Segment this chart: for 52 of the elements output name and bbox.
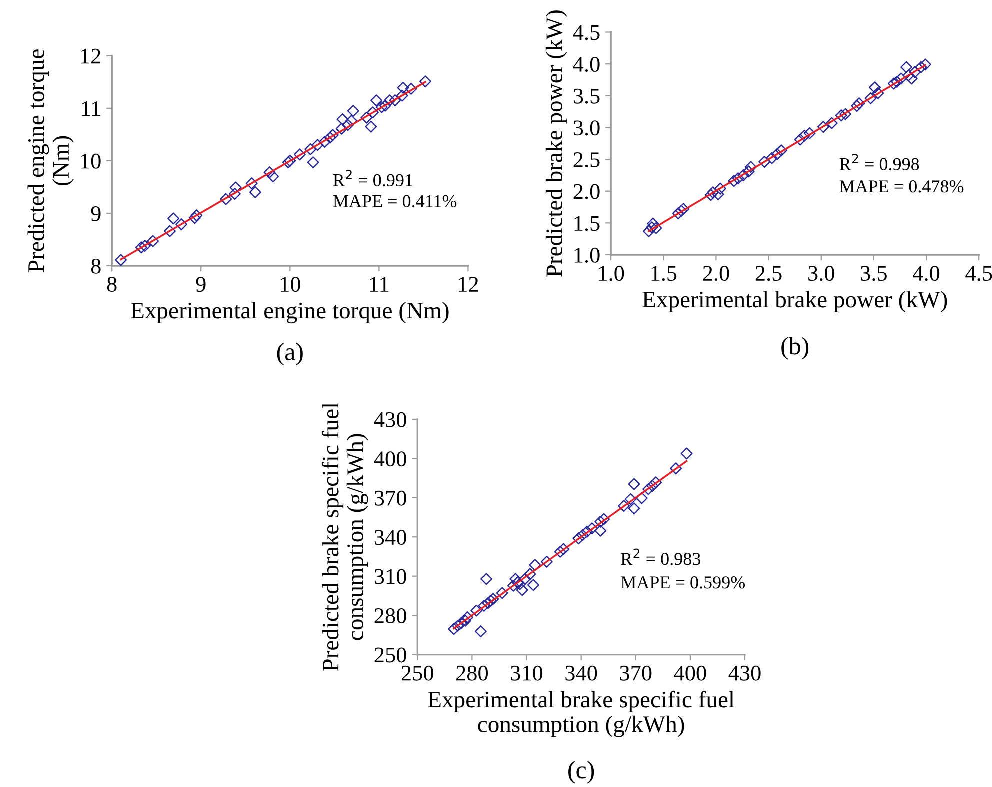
- y-tick-label: 3.5: [574, 88, 600, 104]
- y-tick-label: 3.0: [574, 120, 600, 136]
- x-tick-label: 1.0: [599, 266, 624, 282]
- x-axis-title: Experimental engine torque (Nm): [131, 302, 449, 324]
- x-tick-label: 2.0: [703, 266, 730, 282]
- x-tick-label: 3.0: [808, 266, 834, 282]
- y-tick-label: 1.0: [574, 248, 600, 264]
- y-tick-label: 11: [82, 101, 100, 116]
- y-tick-label: 250: [374, 648, 406, 663]
- y-tick-label: 400: [374, 452, 406, 467]
- y-axis-title: Predicted engine torque (Nm): [28, 50, 74, 272]
- annotation: MAPE = 0.599%: [621, 576, 746, 589]
- x-tick-label: 400: [674, 666, 706, 681]
- x-tick-label: 2.5: [756, 266, 782, 282]
- y-tick-label: 2.5: [574, 152, 600, 168]
- y-tick-label: 370: [374, 490, 406, 506]
- y-tick-label: 340: [374, 530, 406, 546]
- x-tick-label: 12: [459, 277, 478, 292]
- x-tick-label: 4.5: [966, 266, 992, 282]
- y-tick-label: 10: [81, 154, 101, 169]
- y-tick-label: 2.0: [574, 184, 600, 200]
- x-tick-label: 370: [620, 666, 652, 681]
- x-axis-title: Experimental brake specific fuel consumption (g/kWh): [428, 690, 735, 738]
- text: (b): [782, 337, 809, 360]
- x-tick-label: 3.5: [861, 266, 887, 282]
- y-tick-label: 9: [91, 206, 101, 222]
- y-tick-label: 4.5: [573, 25, 600, 40]
- x-tick-label: 10: [281, 277, 300, 292]
- y-axis-title: Predicted brake power (kW): [546, 10, 568, 278]
- text: (a): [277, 342, 303, 366]
- x-tick-label: 310: [511, 666, 543, 681]
- x-tick-label: 8: [107, 277, 117, 292]
- y-tick-label: 430: [374, 412, 406, 428]
- x-tick-label: 1.5: [652, 266, 677, 282]
- x-tick-label: 280: [456, 666, 488, 681]
- x-tick-label: 430: [728, 666, 761, 681]
- x-axis-title: Experimental brake power (kW): [642, 291, 948, 313]
- y-axis-title: Predicted brake specific fuel consumption (g/kWh): [322, 402, 368, 672]
- annotation: R$^{2}$ = 0.998: [840, 154, 920, 171]
- y-tick-label: 1.5: [574, 216, 600, 232]
- annotation: R$^{2}$ = 0.991: [333, 170, 412, 187]
- annotation: MAPE = 0.411%: [333, 195, 457, 208]
- y-tick-label: 310: [374, 569, 406, 584]
- x-tick-label: 4.0: [913, 266, 940, 282]
- text: (c): [568, 761, 594, 784]
- y-tick-label: 4.0: [573, 57, 600, 72]
- y-tick-label: 12: [81, 48, 100, 64]
- x-tick-label: 250: [402, 666, 434, 681]
- x-tick-label: 9: [196, 277, 206, 292]
- y-tick-label: 280: [374, 608, 406, 624]
- annotation: MAPE = 0.478%: [840, 180, 964, 193]
- annotation: R$^{2}$ = 0.983: [621, 548, 700, 566]
